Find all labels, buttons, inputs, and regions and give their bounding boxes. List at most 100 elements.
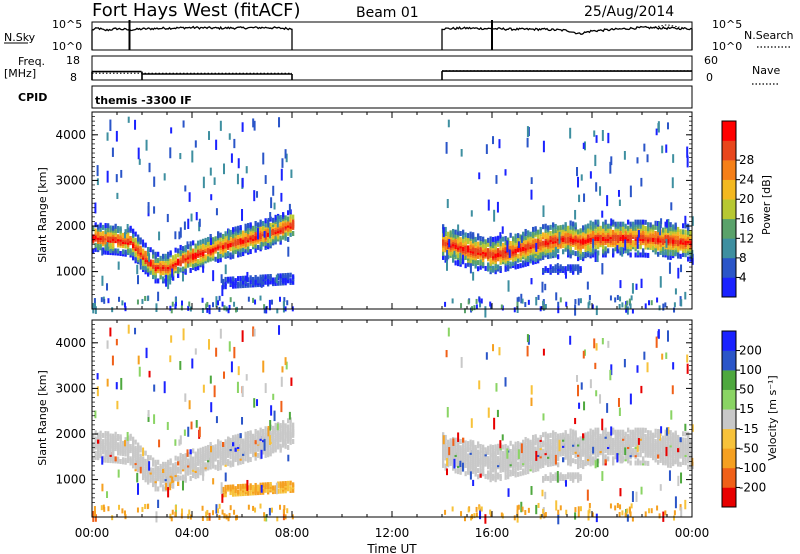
velocity-cell — [207, 463, 210, 469]
velocity-cell — [529, 439, 532, 445]
power-speckle — [691, 216, 694, 226]
velocity-cell — [487, 449, 490, 455]
power-colorbar-swatch-4 — [722, 199, 736, 220]
velocity-cell — [662, 454, 665, 460]
power-cell — [457, 252, 460, 258]
power-cell — [117, 234, 120, 240]
power-cell — [207, 241, 210, 247]
power-cell — [184, 261, 187, 267]
velocity-cell — [184, 475, 187, 481]
power-near-cell — [588, 300, 591, 306]
velocity-cell — [117, 434, 120, 440]
nsearch-label: N.Search — [744, 29, 794, 42]
velocity-cell — [187, 470, 190, 476]
velocity-cell — [444, 443, 447, 449]
velocity-cell — [579, 462, 582, 468]
velocity-cell — [274, 422, 277, 428]
power-cell — [197, 259, 200, 265]
velocity-cell — [129, 456, 132, 462]
power-cell — [529, 231, 532, 237]
nsearch-tick-bottom: 10^0 — [712, 40, 742, 53]
power-scatter — [92, 116, 694, 318]
power-speckle — [241, 209, 244, 221]
velocity-cell — [102, 432, 105, 438]
power-cell — [232, 245, 235, 251]
velocity-cell — [512, 444, 515, 450]
power-speckle — [209, 167, 212, 176]
power-near-cell — [658, 305, 661, 311]
velocity-cell — [689, 438, 692, 444]
power-cell — [234, 226, 237, 232]
power-speckle — [169, 275, 172, 285]
power-speckle — [210, 238, 213, 246]
power-cell — [562, 224, 565, 230]
power-speckle — [601, 210, 604, 218]
power-cell — [677, 251, 680, 257]
power-cell — [124, 243, 127, 249]
velocity-cell — [627, 456, 630, 462]
power-cell — [624, 223, 627, 229]
power-speckle — [137, 275, 140, 285]
power-cell — [152, 249, 155, 255]
power-cell — [622, 225, 625, 231]
power-cell — [682, 223, 685, 229]
power-cell — [227, 251, 230, 257]
velocity-cell — [564, 474, 567, 480]
power-speckle — [507, 280, 510, 292]
power-cell — [607, 248, 610, 254]
power-near-cell — [136, 299, 139, 305]
power-cell — [527, 254, 530, 260]
power-cell — [197, 240, 200, 246]
velocity-cell — [647, 460, 650, 466]
power-speckle — [446, 249, 449, 261]
nsearch-tick-top: 10^5 — [712, 18, 742, 31]
power-speckle — [599, 186, 602, 196]
velocity-cell — [192, 460, 195, 466]
power-cell — [537, 233, 540, 239]
power-cell — [229, 252, 232, 258]
velocity-cell — [189, 469, 192, 475]
power-speckle — [657, 123, 660, 131]
power-speckle — [208, 131, 211, 140]
velocity-cell — [274, 443, 277, 449]
power-speckle — [117, 261, 120, 270]
power-cell — [112, 225, 115, 231]
velocity-speckle — [215, 416, 218, 424]
power-cell — [99, 222, 102, 228]
power-near-cell — [235, 307, 238, 313]
velocity-cell — [99, 434, 102, 440]
velocity-cell — [199, 464, 202, 470]
power-cell — [204, 254, 207, 260]
velocity-cell — [564, 430, 567, 436]
velocity-cell — [527, 469, 530, 475]
velocity-cell — [292, 482, 295, 488]
power-cell — [572, 221, 575, 227]
velocity-cell — [162, 478, 165, 484]
power-cell — [509, 232, 512, 238]
power-cell — [684, 229, 687, 235]
velocity-cell — [179, 452, 182, 458]
velocity-cell — [234, 486, 237, 492]
velocity-speckle — [94, 514, 97, 522]
velocity-cell — [284, 443, 287, 449]
velocity-speckle — [594, 362, 597, 370]
power-cell — [567, 248, 570, 254]
power-cell — [619, 229, 622, 235]
power-cell — [684, 248, 687, 254]
power-cell — [564, 222, 567, 228]
power-cell — [232, 253, 235, 259]
power-cell — [482, 261, 485, 267]
power-cell — [124, 229, 127, 235]
power-speckle — [448, 239, 451, 248]
power-speckle — [530, 189, 533, 200]
power-cell — [272, 277, 275, 283]
power-cell — [447, 231, 450, 237]
power-speckle — [186, 241, 189, 248]
power-cell — [469, 231, 472, 237]
power-cell — [629, 227, 632, 233]
power-speckle — [674, 288, 677, 295]
velocity-cell — [467, 453, 470, 459]
power-cell — [629, 221, 632, 227]
velocity-cell — [542, 462, 545, 468]
